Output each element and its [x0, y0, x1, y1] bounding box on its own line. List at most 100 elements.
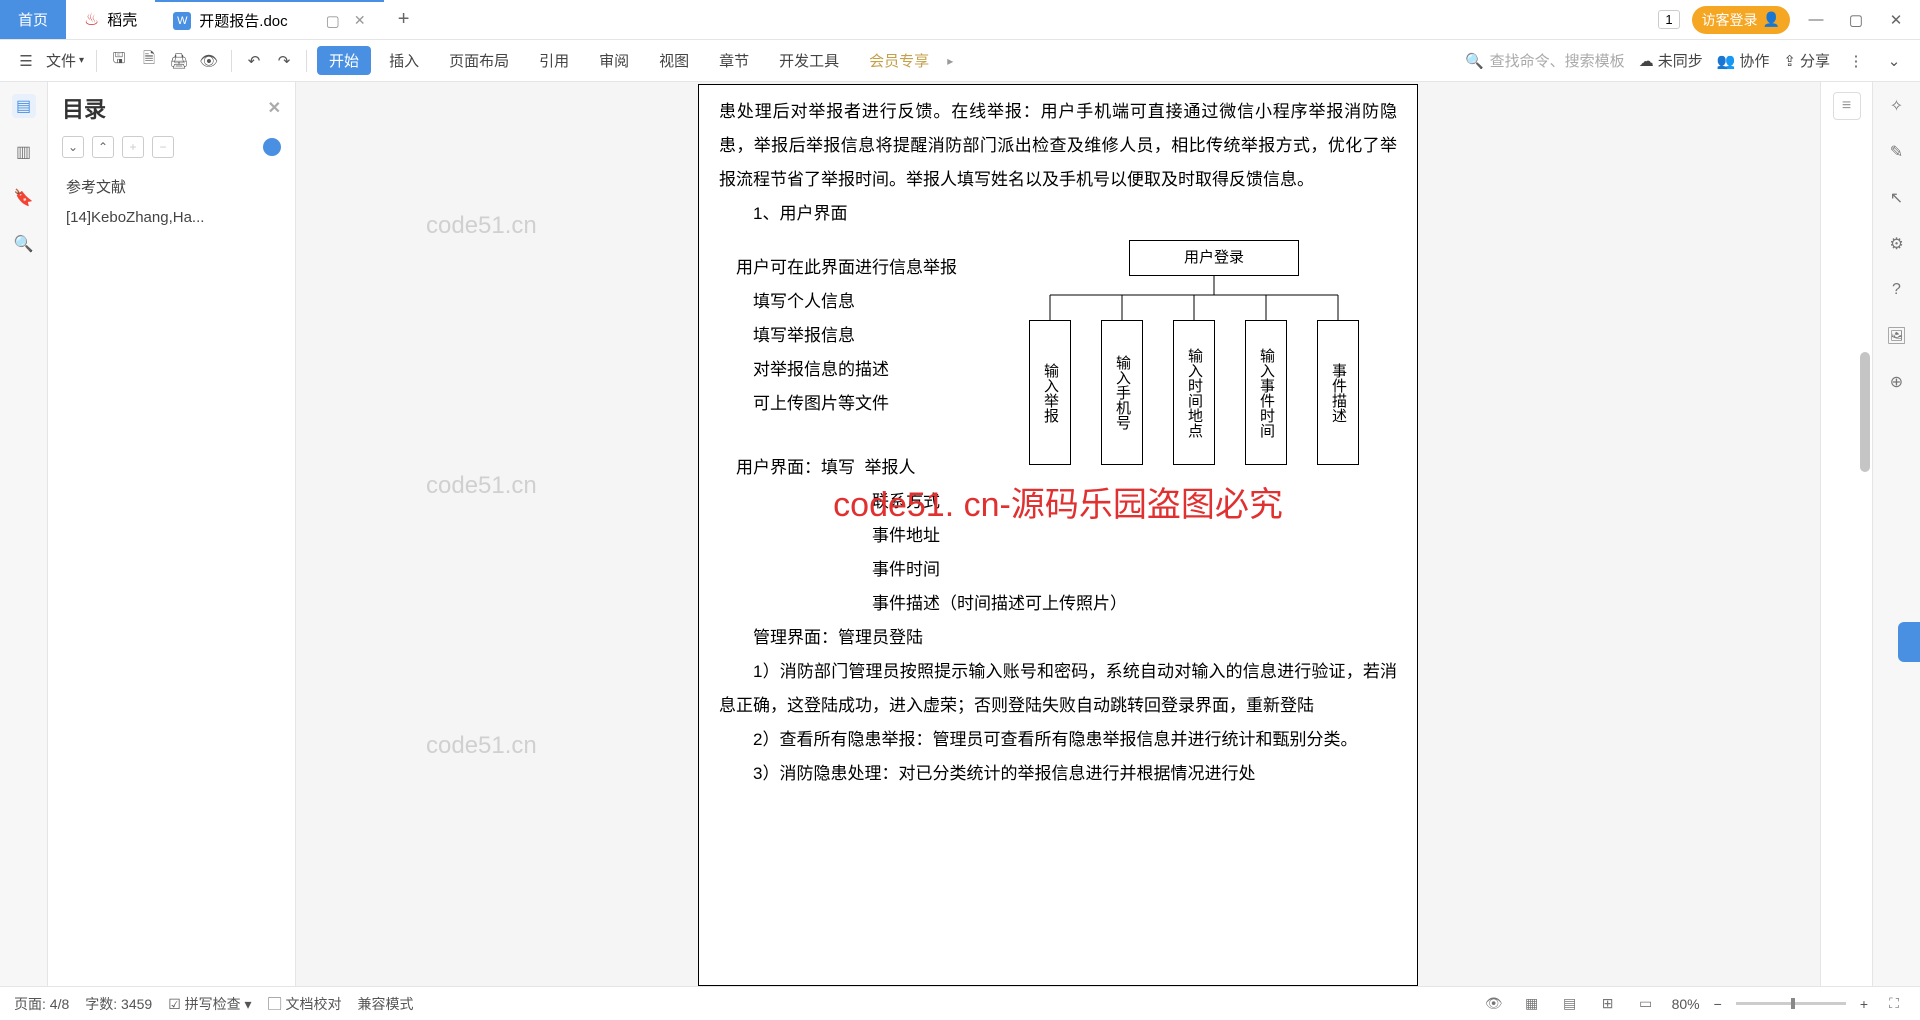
share-button[interactable]: ⇪分享 — [1783, 50, 1830, 71]
word-count[interactable]: 字数: 3459 — [85, 994, 152, 1014]
outline-icon[interactable]: ▤ — [12, 94, 36, 118]
side-tab[interactable] — [1898, 622, 1920, 662]
settings-dot-icon[interactable] — [263, 138, 281, 156]
tab-home[interactable]: 首页 — [0, 0, 66, 39]
tool-more-icon[interactable]: ⊕ — [1885, 370, 1909, 394]
paragraph: 患处理后对举报者进行反馈。在线举报：用户手机端可直接通过微信小程序举报消防隐患，… — [719, 95, 1397, 197]
proof-read[interactable]: ▢ 文档校对 — [268, 994, 342, 1014]
diagram-node: 输入手机号 — [1101, 320, 1143, 465]
search-nav-icon[interactable]: 🔍 — [12, 232, 36, 256]
tab-start[interactable]: 开始 — [317, 46, 371, 75]
remove-icon[interactable]: − — [152, 136, 174, 158]
zoom-label[interactable]: 80% — [1672, 996, 1700, 1012]
sync-status[interactable]: ☁未同步 — [1639, 50, 1703, 71]
tab-document[interactable]: W 开题报告.doc ▢ ✕ — [155, 0, 383, 39]
fire-icon: ♨ — [84, 10, 99, 30]
tab-document-label: 开题报告.doc — [199, 10, 287, 31]
fold-button[interactable]: ≡ — [1833, 92, 1861, 120]
view-print-icon[interactable]: ▭ — [1634, 992, 1658, 1016]
people-icon: 👥 — [1717, 52, 1736, 70]
tab-member[interactable]: 会员专享 — [857, 46, 941, 75]
bookmark-icon[interactable]: 🔖 — [12, 186, 36, 210]
window-count-badge[interactable]: 1 — [1658, 10, 1679, 29]
tab-insert[interactable]: 插入 — [377, 46, 431, 75]
paragraph: 3）消防隐患处理：对已分类统计的举报信息进行并根据情况进行处 — [719, 757, 1397, 791]
zoom-in-icon[interactable]: + — [1860, 996, 1868, 1012]
more-icon[interactable]: ⋮ — [1844, 49, 1868, 73]
undo-icon[interactable]: ↶ — [242, 49, 266, 73]
bookmark-nav-icon[interactable]: ▥ — [12, 140, 36, 164]
tool-pen-icon[interactable]: ✎ — [1885, 140, 1909, 164]
new-tab-button[interactable]: + — [384, 0, 424, 39]
scrollbar[interactable] — [1858, 92, 1870, 946]
right-sidebar: ✧ ✎ ↖ ⚙ ? 🖼 ⊕ — [1872, 82, 1920, 986]
expand-all-icon[interactable]: ⌃ — [92, 136, 114, 158]
zoom-out-icon[interactable]: − — [1714, 996, 1722, 1012]
close-button[interactable]: ✕ — [1882, 6, 1910, 34]
outline-item[interactable]: [14]KeboZhang,Ha... — [62, 203, 281, 232]
redo-icon[interactable]: ↷ — [272, 49, 296, 73]
save-icon[interactable]: 🖫 — [107, 49, 131, 73]
zoom-slider[interactable] — [1736, 1002, 1846, 1005]
login-button[interactable]: 访客登录👤 — [1692, 6, 1790, 34]
left-sidebar: ▤ ▥ 🔖 🔍 — [0, 82, 48, 986]
watermark: code51.cn — [426, 472, 537, 500]
file-menu[interactable]: 文件▾ — [44, 50, 86, 71]
tool-cursor-icon[interactable]: ↖ — [1885, 186, 1909, 210]
view-web-icon[interactable]: ▤ — [1558, 992, 1582, 1016]
document-page: 患处理后对举报者进行反馈。在线举报：用户手机端可直接通过微信小程序举报消防隐患，… — [698, 84, 1418, 986]
tab-devtools[interactable]: 开发工具 — [767, 46, 851, 75]
tab-reference[interactable]: 引用 — [527, 46, 581, 75]
view-read-icon[interactable]: 👁 — [1482, 992, 1506, 1016]
fullscreen-icon[interactable]: ⛶ — [1882, 992, 1906, 1016]
chevron-right-icon[interactable]: ▸ — [947, 54, 953, 68]
page-indicator[interactable]: 页面: 4/8 — [14, 994, 69, 1014]
scrollbar-thumb[interactable] — [1860, 352, 1870, 472]
title-bar: 首页 ♨ 稻壳 W 开题报告.doc ▢ ✕ + 1 访客登录👤 — ▢ ✕ — [0, 0, 1920, 40]
print-icon[interactable]: 🖨 — [167, 49, 191, 73]
heading: 1、用户界面 — [719, 197, 1397, 231]
collab-button[interactable]: 👥协作 — [1717, 50, 1770, 71]
maximize-button[interactable]: ▢ — [1842, 6, 1870, 34]
spell-check[interactable]: ☑ 拼写检查 ▾ — [168, 994, 251, 1014]
outline-close-icon[interactable]: ✕ — [268, 98, 281, 118]
paragraph: 管理界面：管理员登陆 — [719, 621, 1397, 655]
outline-item[interactable]: 参考文献 — [62, 170, 281, 203]
minimize-button[interactable]: — — [1802, 6, 1830, 34]
collapse-ribbon-icon[interactable]: ⌄ — [1882, 49, 1906, 73]
view-page-icon[interactable]: ▦ — [1520, 992, 1544, 1016]
tab-docker-label: 稻壳 — [107, 9, 137, 30]
tab-review[interactable]: 审阅 — [587, 46, 641, 75]
ribbon: ☰ 文件▾ 🖫 🗎 🖨 👁 ↶ ↷ 开始 插入 页面布局 引用 审阅 视图 章节… — [0, 40, 1920, 82]
list-item: 事件描述（时间描述可上传照片） — [719, 587, 1397, 621]
doc-icon: W — [173, 12, 191, 30]
tab-chapter[interactable]: 章节 — [707, 46, 761, 75]
tool-help-icon[interactable]: ? — [1885, 278, 1909, 302]
share-icon: ⇪ — [1783, 52, 1796, 70]
list-item: 事件时间 — [719, 553, 1397, 587]
diagram-node: 输入举报 — [1029, 320, 1071, 465]
tab-docker[interactable]: ♨ 稻壳 — [66, 0, 155, 39]
menu-icon[interactable]: ☰ — [14, 49, 38, 73]
org-diagram: 用户登录 输入举报 输入手机号 输入时间地点 输入事件时间 事件描述 — [1029, 240, 1399, 540]
right-panel-strip: ≡ — [1820, 82, 1872, 986]
compat-mode: 兼容模式 — [357, 994, 413, 1014]
outline-title: 目录 — [62, 92, 106, 124]
tab-close-icon[interactable]: ✕ — [354, 12, 366, 29]
preview-icon[interactable]: 👁 — [197, 49, 221, 73]
status-bar: 页面: 4/8 字数: 3459 ☑ 拼写检查 ▾ ▢ 文档校对 兼容模式 👁 … — [0, 986, 1920, 1020]
tool-rocket-icon[interactable]: ✧ — [1885, 94, 1909, 118]
collapse-all-icon[interactable]: ⌄ — [62, 136, 84, 158]
tool-settings-icon[interactable]: ⚙ — [1885, 232, 1909, 256]
watermark: code51.cn — [426, 212, 537, 240]
screen-icon[interactable]: ▢ — [326, 12, 340, 30]
document-canvas[interactable]: code51.cn code51.cn code51.cn code51.cn … — [296, 82, 1820, 986]
tab-layout[interactable]: 页面布局 — [437, 46, 521, 75]
save-as-icon[interactable]: 🗎 — [137, 49, 161, 73]
outline-panel: 目录 ✕ ⌄ ⌃ + − 参考文献 [14]KeboZhang,Ha... — [48, 82, 296, 986]
command-search[interactable]: 🔍查找命令、搜索模板 — [1465, 50, 1625, 71]
add-icon[interactable]: + — [122, 136, 144, 158]
tab-view[interactable]: 视图 — [647, 46, 701, 75]
tool-image-icon[interactable]: 🖼 — [1885, 324, 1909, 348]
view-outline-icon[interactable]: ⊞ — [1596, 992, 1620, 1016]
